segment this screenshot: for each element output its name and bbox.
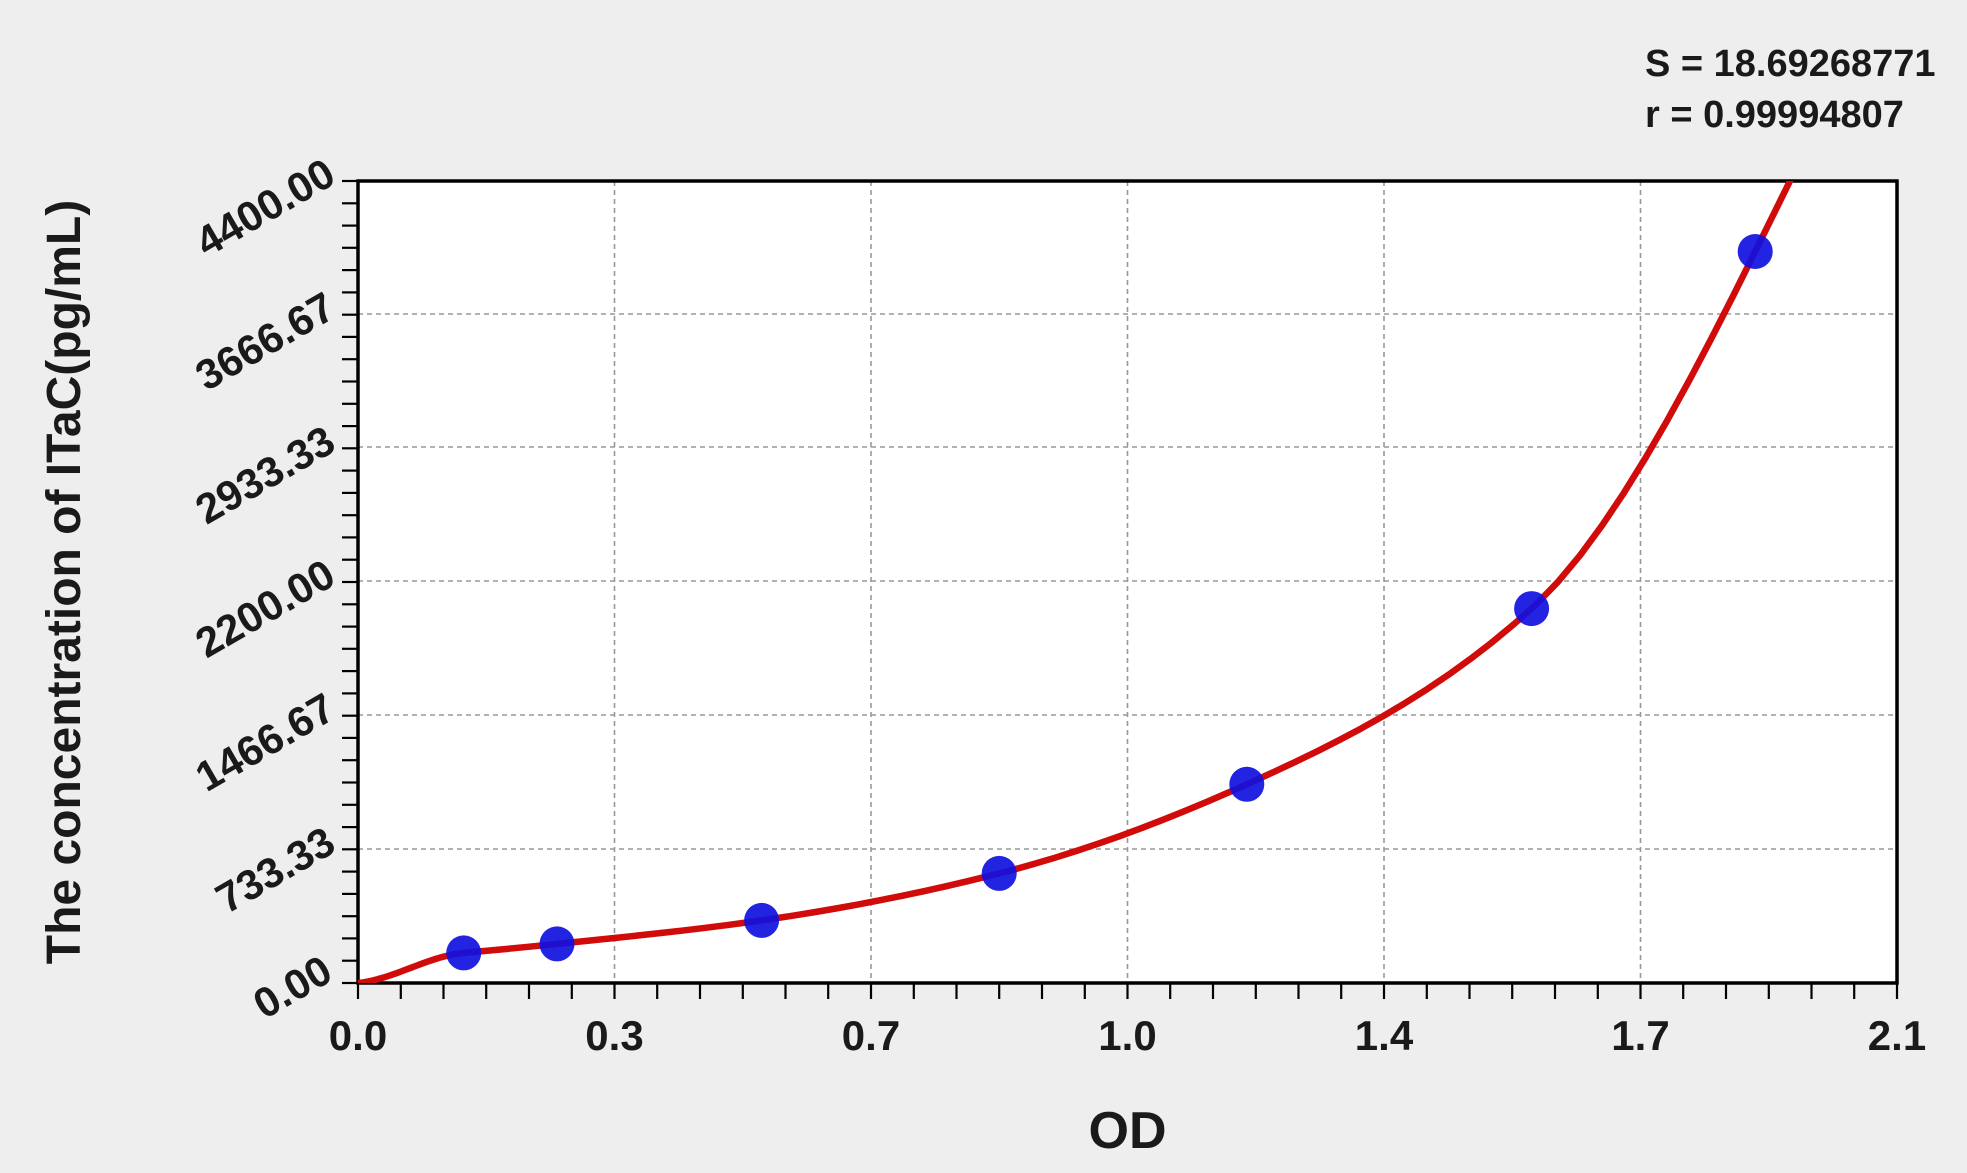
svg-text:The concentration of ITaC(pg/m: The concentration of ITaC(pg/mL)	[38, 200, 91, 964]
svg-text:OD: OD	[1089, 1102, 1167, 1160]
svg-text:1.0: 1.0	[1098, 1012, 1156, 1059]
svg-text:r = 0.99994807: r = 0.99994807	[1645, 94, 1904, 136]
svg-text:1.4: 1.4	[1355, 1012, 1414, 1059]
svg-text:1.7: 1.7	[1611, 1012, 1669, 1059]
svg-text:0.3: 0.3	[585, 1012, 643, 1059]
svg-text:S = 18.69268771: S = 18.69268771	[1645, 43, 1936, 85]
svg-text:0.0: 0.0	[329, 1012, 387, 1059]
svg-text:2.1: 2.1	[1868, 1012, 1926, 1059]
svg-text:0.7: 0.7	[842, 1012, 900, 1059]
